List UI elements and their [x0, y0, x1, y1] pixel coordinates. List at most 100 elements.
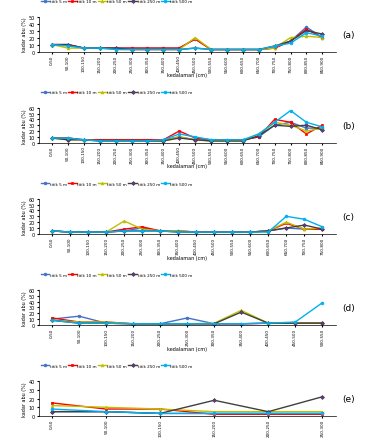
titik 250 m: [240, 48, 245, 53]
titik 5 m: [193, 37, 198, 42]
titik 500 m: [320, 35, 325, 40]
titik 50 m: [320, 321, 325, 326]
titik 5 m: [129, 138, 134, 143]
titik 10 m: [50, 315, 54, 321]
titik 500 m: [194, 230, 198, 235]
titik 10 m: [177, 129, 181, 134]
Line: titik 50 m: titik 50 m: [51, 36, 324, 52]
titik 250 m: [185, 321, 190, 327]
titik 50 m: [193, 36, 198, 41]
titik 5 m: [185, 315, 190, 321]
titik 250 m: [320, 128, 325, 133]
titik 5 m: [239, 321, 244, 327]
titik 10 m: [129, 138, 134, 143]
titik 10 m: [212, 412, 217, 417]
titik 5 m: [193, 138, 198, 143]
titik 5 m: [98, 46, 102, 52]
X-axis label: kedalaman (cm): kedalaman (cm): [167, 437, 207, 438]
titik 50 m: [320, 36, 325, 41]
titik 5 m: [66, 43, 70, 48]
titik 50 m: [256, 48, 261, 53]
titik 500 m: [302, 217, 306, 223]
titik 250 m: [239, 310, 244, 315]
titik 10 m: [288, 120, 293, 126]
titik 250 m: [288, 124, 293, 130]
titik 500 m: [158, 229, 163, 234]
titik 500 m: [50, 43, 54, 48]
titik 500 m: [104, 230, 108, 235]
titik 50 m: [145, 48, 150, 53]
titik 250 m: [212, 230, 217, 235]
titik 10 m: [113, 46, 118, 52]
titik 500 m: [240, 48, 245, 53]
titik 5 m: [161, 46, 166, 52]
titik 50 m: [122, 219, 127, 224]
titik 500 m: [66, 136, 70, 141]
titik 5 m: [77, 314, 81, 319]
Line: titik 50 m: titik 50 m: [51, 309, 324, 325]
titik 10 m: [248, 230, 252, 235]
titik 250 m: [266, 229, 271, 234]
titik 500 m: [239, 321, 244, 327]
titik 250 m: [104, 409, 108, 414]
titik 500 m: [98, 139, 102, 144]
titik 50 m: [145, 139, 150, 144]
titik 10 m: [225, 48, 229, 53]
titik 10 m: [158, 229, 163, 234]
titik 50 m: [288, 36, 293, 41]
Line: titik 10 m: titik 10 m: [51, 317, 324, 325]
titik 50 m: [50, 136, 54, 141]
titik 500 m: [304, 120, 309, 126]
titik 5 m: [194, 230, 198, 235]
Text: (a): (a): [342, 31, 354, 39]
Line: titik 10 m: titik 10 m: [51, 223, 324, 234]
titik 500 m: [177, 48, 181, 53]
Line: titik 10 m: titik 10 m: [51, 29, 324, 52]
titik 10 m: [193, 37, 198, 42]
titik 500 m: [320, 125, 325, 130]
titik 250 m: [230, 230, 235, 235]
Line: titik 500 m: titik 500 m: [51, 32, 324, 52]
Line: titik 500 m: titik 500 m: [51, 408, 324, 415]
titik 500 m: [212, 411, 217, 416]
titik 50 m: [212, 409, 217, 414]
titik 500 m: [145, 139, 150, 144]
titik 10 m: [81, 138, 86, 143]
titik 5 m: [284, 226, 289, 231]
titik 500 m: [140, 229, 144, 234]
Line: titik 5 m: titik 5 m: [51, 122, 324, 142]
titik 10 m: [320, 412, 325, 417]
titik 500 m: [256, 132, 261, 137]
titik 50 m: [320, 226, 325, 231]
titik 250 m: [81, 46, 86, 52]
titik 5 m: [240, 138, 245, 143]
titik 500 m: [240, 138, 245, 143]
titik 5 m: [288, 120, 293, 126]
titik 500 m: [284, 214, 289, 219]
titik 10 m: [104, 320, 108, 325]
titik 5 m: [212, 411, 217, 416]
titik 250 m: [320, 321, 325, 326]
titik 250 m: [113, 46, 118, 52]
Legend: titik 5 m, titik 10 m, titik 50 m, titik 250 m, titik 500 m: titik 5 m, titik 10 m, titik 50 m, titik…: [41, 364, 193, 368]
titik 10 m: [266, 321, 271, 326]
titik 50 m: [66, 138, 70, 143]
titik 10 m: [98, 46, 102, 52]
titik 5 m: [256, 48, 261, 53]
titik 50 m: [320, 126, 325, 131]
titik 500 m: [266, 321, 271, 326]
titik 500 m: [98, 46, 102, 52]
titik 50 m: [158, 321, 163, 327]
titik 250 m: [50, 136, 54, 141]
titik 50 m: [140, 227, 144, 232]
titik 5 m: [240, 48, 245, 53]
titik 250 m: [161, 48, 166, 53]
titik 50 m: [266, 229, 271, 234]
titik 50 m: [240, 139, 245, 144]
Line: titik 250 m: titik 250 m: [51, 396, 324, 415]
titik 50 m: [81, 138, 86, 143]
titik 10 m: [145, 138, 150, 143]
X-axis label: kedalaman (cm): kedalaman (cm): [167, 73, 207, 78]
titik 5 m: [131, 321, 135, 327]
titik 10 m: [122, 227, 127, 232]
